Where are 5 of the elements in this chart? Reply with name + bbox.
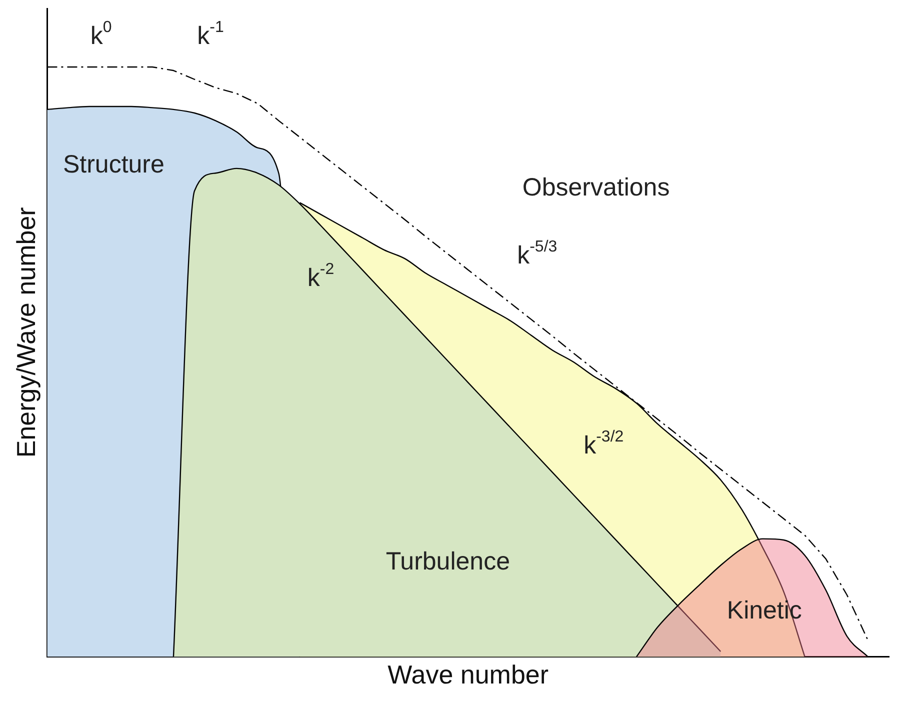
annotation: Observations (522, 173, 670, 202)
annotation: Turbulence (386, 548, 510, 576)
y-axis-title: Energy/Wave number (10, 206, 41, 458)
x-axis-title: Wave number (388, 660, 549, 690)
annotation: Structure (62, 150, 164, 179)
